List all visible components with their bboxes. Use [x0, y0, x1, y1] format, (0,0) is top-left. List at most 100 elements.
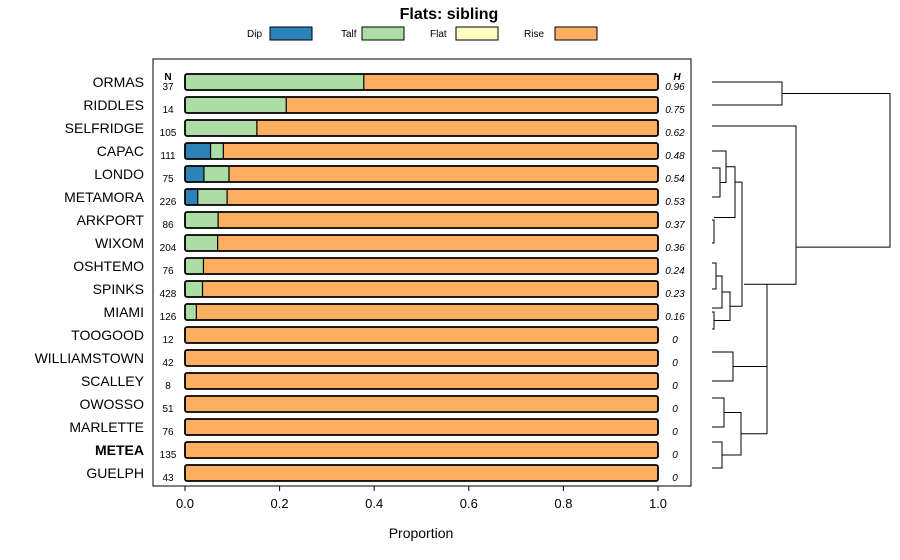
h-value: 0.23 [665, 289, 685, 300]
n-value: 76 [162, 427, 174, 438]
bar-outline [184, 234, 659, 252]
row-label: LONDO [94, 166, 144, 182]
legend-label-rise: Rise [524, 29, 544, 40]
n-value: 12 [162, 335, 174, 346]
n-value: 76 [162, 266, 174, 277]
row-label: SELFRIDGE [65, 120, 144, 136]
bar-segment-talf [185, 258, 204, 274]
bar-outline [184, 73, 659, 91]
bar-outline [184, 188, 659, 206]
bar-outline [184, 326, 659, 344]
x-axis: 0.0 0.2 0.4 0.6 0.8 1.0 [176, 486, 667, 511]
dendrogram-link [712, 397, 725, 428]
h-value: 0.16 [665, 312, 685, 323]
h-value: 0.96 [665, 82, 685, 93]
dendrogram-link [712, 125, 797, 285]
dendrogram-link [712, 351, 734, 382]
bar-segment-rise [185, 419, 658, 435]
h-value: 0.37 [665, 220, 685, 231]
bar-segment-rise [185, 373, 658, 389]
bar-segment-talf [203, 166, 229, 182]
n-value: 226 [160, 197, 177, 208]
bar-outline [184, 372, 659, 390]
h-value: 0.53 [665, 197, 685, 208]
bar-segment-rise [228, 166, 658, 182]
n-value: 37 [162, 82, 174, 93]
bar-segment-rise [185, 442, 658, 458]
n-value: 135 [160, 450, 177, 461]
chart-title: Flats: sibling [400, 6, 499, 23]
bar-outline [184, 211, 659, 229]
dendrogram-link [712, 81, 783, 106]
n-header: N [164, 72, 171, 83]
dendrogram-link [712, 262, 717, 290]
bar-segment-rise [363, 74, 658, 90]
legend-swatch-dip [269, 26, 313, 41]
dendrogram-link [722, 412, 742, 456]
row-label: MARLETTE [69, 419, 144, 435]
bar-outline [184, 441, 659, 459]
bar-segment-talf [210, 143, 224, 159]
x-tick-label: 0.2 [271, 496, 289, 511]
x-axis-title: Proportion [389, 525, 454, 541]
row-label: MIAMI [104, 304, 144, 320]
bar-segment-rise [217, 235, 658, 251]
dendrogram-link [712, 167, 721, 198]
h-value: 0.24 [665, 266, 685, 277]
bar-outline [184, 280, 659, 298]
h-value: 0 [672, 335, 678, 346]
bar-segment-talf [185, 97, 287, 113]
x-tick-label: 0.8 [554, 496, 572, 511]
bar-rows: ORMAS 37 0.96 RIDDLES 14 0.75 SELFRIDGE 105 0.62… [35, 73, 685, 484]
bar-segment-talf [185, 281, 203, 297]
bar-segment-rise [185, 350, 658, 366]
row-label: TOOGOOD [71, 327, 144, 343]
dendrogram-link [712, 311, 715, 330]
bar-segment-rise [286, 97, 658, 113]
x-tick-label: 0.6 [460, 496, 478, 511]
x-tick-label: 1.0 [649, 496, 667, 511]
bar-outline [184, 418, 659, 436]
dendrogram [712, 81, 891, 469]
dendrogram-link [782, 93, 891, 248]
bar-segment-rise [223, 143, 659, 159]
n-value: 105 [160, 128, 177, 139]
n-value: 126 [160, 312, 177, 323]
h-value: 0.48 [665, 151, 685, 162]
h-value: 0 [672, 381, 678, 392]
n-value: 43 [162, 473, 174, 484]
n-value: 75 [162, 174, 174, 185]
row-label: WILLIAMSTOWN [35, 350, 144, 366]
h-value: 0 [672, 404, 678, 415]
h-value: 0.75 [665, 105, 685, 116]
dendrogram-link [714, 166, 736, 218]
bar-outline [184, 395, 659, 413]
bar-outline [184, 349, 659, 367]
bar-segment-rise [185, 396, 658, 412]
n-value: 14 [162, 105, 174, 116]
bar-outline [184, 303, 659, 321]
legend-swatch-flat [455, 26, 499, 41]
dendrogram-link [712, 441, 723, 469]
bar-segment-rise [185, 465, 658, 481]
legend-label-dip: Dip [247, 29, 262, 40]
h-value: 0 [672, 427, 678, 438]
row-label: OWOSSO [79, 396, 144, 412]
row-label: METAMORA [64, 189, 145, 205]
bar-segment-talf [185, 120, 257, 136]
legend-swatch-rise [554, 26, 598, 41]
x-tick-label: 0.4 [365, 496, 383, 511]
row-label: SPINKS [93, 281, 144, 297]
bar-outline [184, 142, 659, 160]
h-value: 0.54 [665, 174, 685, 185]
bar-segment-talf [185, 235, 218, 251]
bar-outline [184, 119, 659, 137]
h-value: 0 [672, 450, 678, 461]
n-value: 204 [160, 243, 177, 254]
dendrogram-link [712, 219, 715, 244]
bar-segment-rise [218, 212, 659, 228]
legend-label-flat: Flat [430, 29, 447, 40]
h-value: 0.36 [665, 243, 685, 254]
bar-segment-talf [185, 212, 219, 228]
row-label: ARKPORT [77, 212, 145, 228]
